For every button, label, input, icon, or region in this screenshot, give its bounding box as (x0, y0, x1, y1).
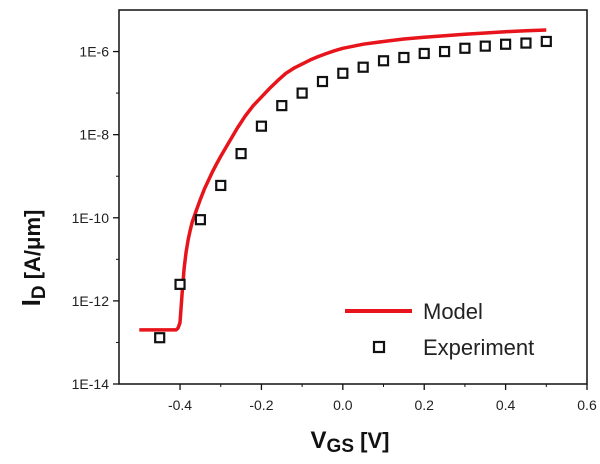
experiment-point-10 (357, 61, 369, 73)
y-axis-label: ID [A/μm] (16, 210, 50, 307)
experiment-point-2 (194, 214, 206, 226)
experiment-point-7 (296, 87, 308, 99)
y-tick-label-0: 1E-14 (72, 376, 110, 392)
experiment-point-17 (500, 38, 512, 50)
x-axis-label-sub: GS (327, 436, 354, 457)
y-axis-label-main: I (16, 299, 46, 306)
x-axis-label-unit: [V] (354, 428, 389, 453)
experiment-point-19 (540, 35, 552, 48)
experiment-point-0 (154, 332, 166, 344)
y-axis-label-sub: D (29, 285, 50, 299)
x-tick-label-5: 0.6 (577, 397, 597, 413)
y-axis-label-unit: [A/μm] (20, 210, 45, 286)
legend-experiment-marker-sample (372, 340, 386, 354)
experiment-point-3 (215, 179, 227, 192)
experiment-point-16 (479, 40, 491, 52)
y-tick-label-1: 1E-12 (72, 293, 110, 309)
x-tick-label-2: 0.0 (333, 397, 353, 413)
x-tick-label-4: 0.4 (496, 397, 516, 413)
series-layer (139, 28, 552, 344)
legend-model-label: Model (423, 299, 483, 324)
model-line (139, 28, 547, 332)
legend: Model Experiment (345, 299, 534, 360)
experiment-point-18 (520, 37, 532, 49)
plot-frame (118, 9, 588, 385)
experiment-point-4 (235, 148, 247, 160)
experiment-point-15 (459, 42, 471, 54)
experiment-point-11 (377, 55, 390, 67)
x-tick-label-0: -0.4 (168, 397, 192, 413)
experiment-point-9 (337, 67, 349, 79)
x-tick-label-3: 0.2 (414, 397, 434, 413)
tick-labels-layer: -0.4 -0.2 0.0 0.2 0.4 0.6 1E-14 1E-12 1E-10 1E-8 1… (72, 44, 597, 413)
experiment-point-1 (174, 278, 186, 290)
y-tick-label-2: 1E-10 (72, 210, 110, 226)
experiment-point-6 (276, 100, 288, 112)
x-tick-label-1: -0.2 (249, 397, 273, 413)
x-axis-label-main: V (311, 427, 327, 454)
y-tick-label-3: 1E-8 (79, 127, 109, 143)
experiment-point-12 (398, 51, 410, 64)
x-axis-label: VGS [V] (311, 427, 390, 457)
y-tick-label-4: 1E-6 (79, 44, 109, 60)
legend-experiment-label: Experiment (423, 335, 534, 360)
experiment-point-13 (418, 47, 430, 60)
experiment-point-8 (316, 75, 329, 88)
experiment-point-14 (438, 45, 451, 58)
experiment-point-5 (255, 120, 268, 132)
